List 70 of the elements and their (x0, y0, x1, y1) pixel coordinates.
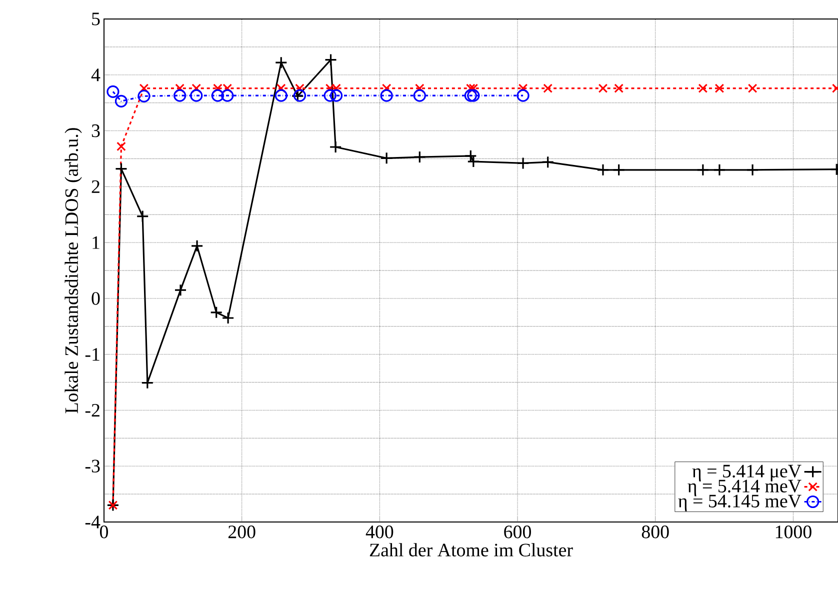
point (174, 89, 186, 102)
point (543, 84, 553, 93)
point (192, 84, 202, 93)
point (713, 164, 726, 176)
point (698, 84, 708, 93)
y-tick-label: -2 (85, 404, 100, 416)
x-tick-label: 200 (228, 526, 256, 538)
y-tick-label: 1 (92, 236, 100, 249)
point (596, 164, 610, 176)
y-axis-title: Lokale Zustandsdichte LDOS (arb.u.) (64, 128, 82, 414)
point (746, 164, 759, 176)
point (466, 84, 476, 93)
point (324, 89, 336, 102)
y-tick-label: 2 (92, 180, 100, 193)
point (291, 90, 304, 102)
point (174, 284, 187, 296)
y-tick-label: 4 (91, 68, 100, 82)
point (190, 89, 203, 102)
point (139, 84, 149, 93)
point (714, 84, 724, 93)
point (414, 84, 424, 93)
y-tick-label: -3 (85, 460, 100, 472)
point (382, 84, 392, 93)
x-axis-title: Zahl der Atome im Cluster (370, 543, 573, 556)
y-tick-label: -4 (85, 516, 100, 528)
x-tick-label: 1000 (776, 526, 812, 538)
point (467, 89, 480, 102)
point (141, 376, 154, 390)
point (413, 89, 426, 102)
point (330, 89, 343, 102)
point (614, 84, 624, 93)
point (468, 84, 478, 93)
y-tick-label: -1 (85, 348, 100, 361)
point (380, 152, 393, 164)
point (138, 90, 150, 102)
point (293, 89, 306, 102)
point (696, 164, 710, 176)
point (276, 84, 286, 93)
point (136, 210, 149, 223)
point (274, 56, 288, 69)
point (175, 84, 185, 93)
point (114, 94, 128, 108)
y-tick-label: 3 (92, 124, 100, 138)
point (106, 85, 120, 98)
point (748, 84, 758, 93)
point (295, 84, 304, 93)
point (210, 306, 223, 319)
point (598, 84, 608, 93)
point (114, 162, 128, 176)
point (221, 89, 234, 102)
point (274, 89, 288, 102)
point (211, 89, 224, 102)
point (380, 89, 393, 102)
point (542, 156, 554, 168)
point (190, 240, 204, 252)
point (518, 84, 528, 93)
point (612, 164, 626, 176)
x-tick-label: 600 (504, 526, 531, 538)
point (222, 312, 234, 324)
point (324, 54, 338, 66)
point (413, 150, 426, 164)
point (116, 142, 126, 152)
x-tick-label: 400 (366, 526, 394, 538)
point (464, 89, 477, 102)
point (516, 156, 530, 170)
point (516, 89, 530, 102)
y-tick-label: 0 (92, 292, 100, 305)
x-tick-label: 800 (642, 526, 669, 538)
y-tick-label: 5 (92, 12, 100, 26)
point (329, 140, 342, 154)
